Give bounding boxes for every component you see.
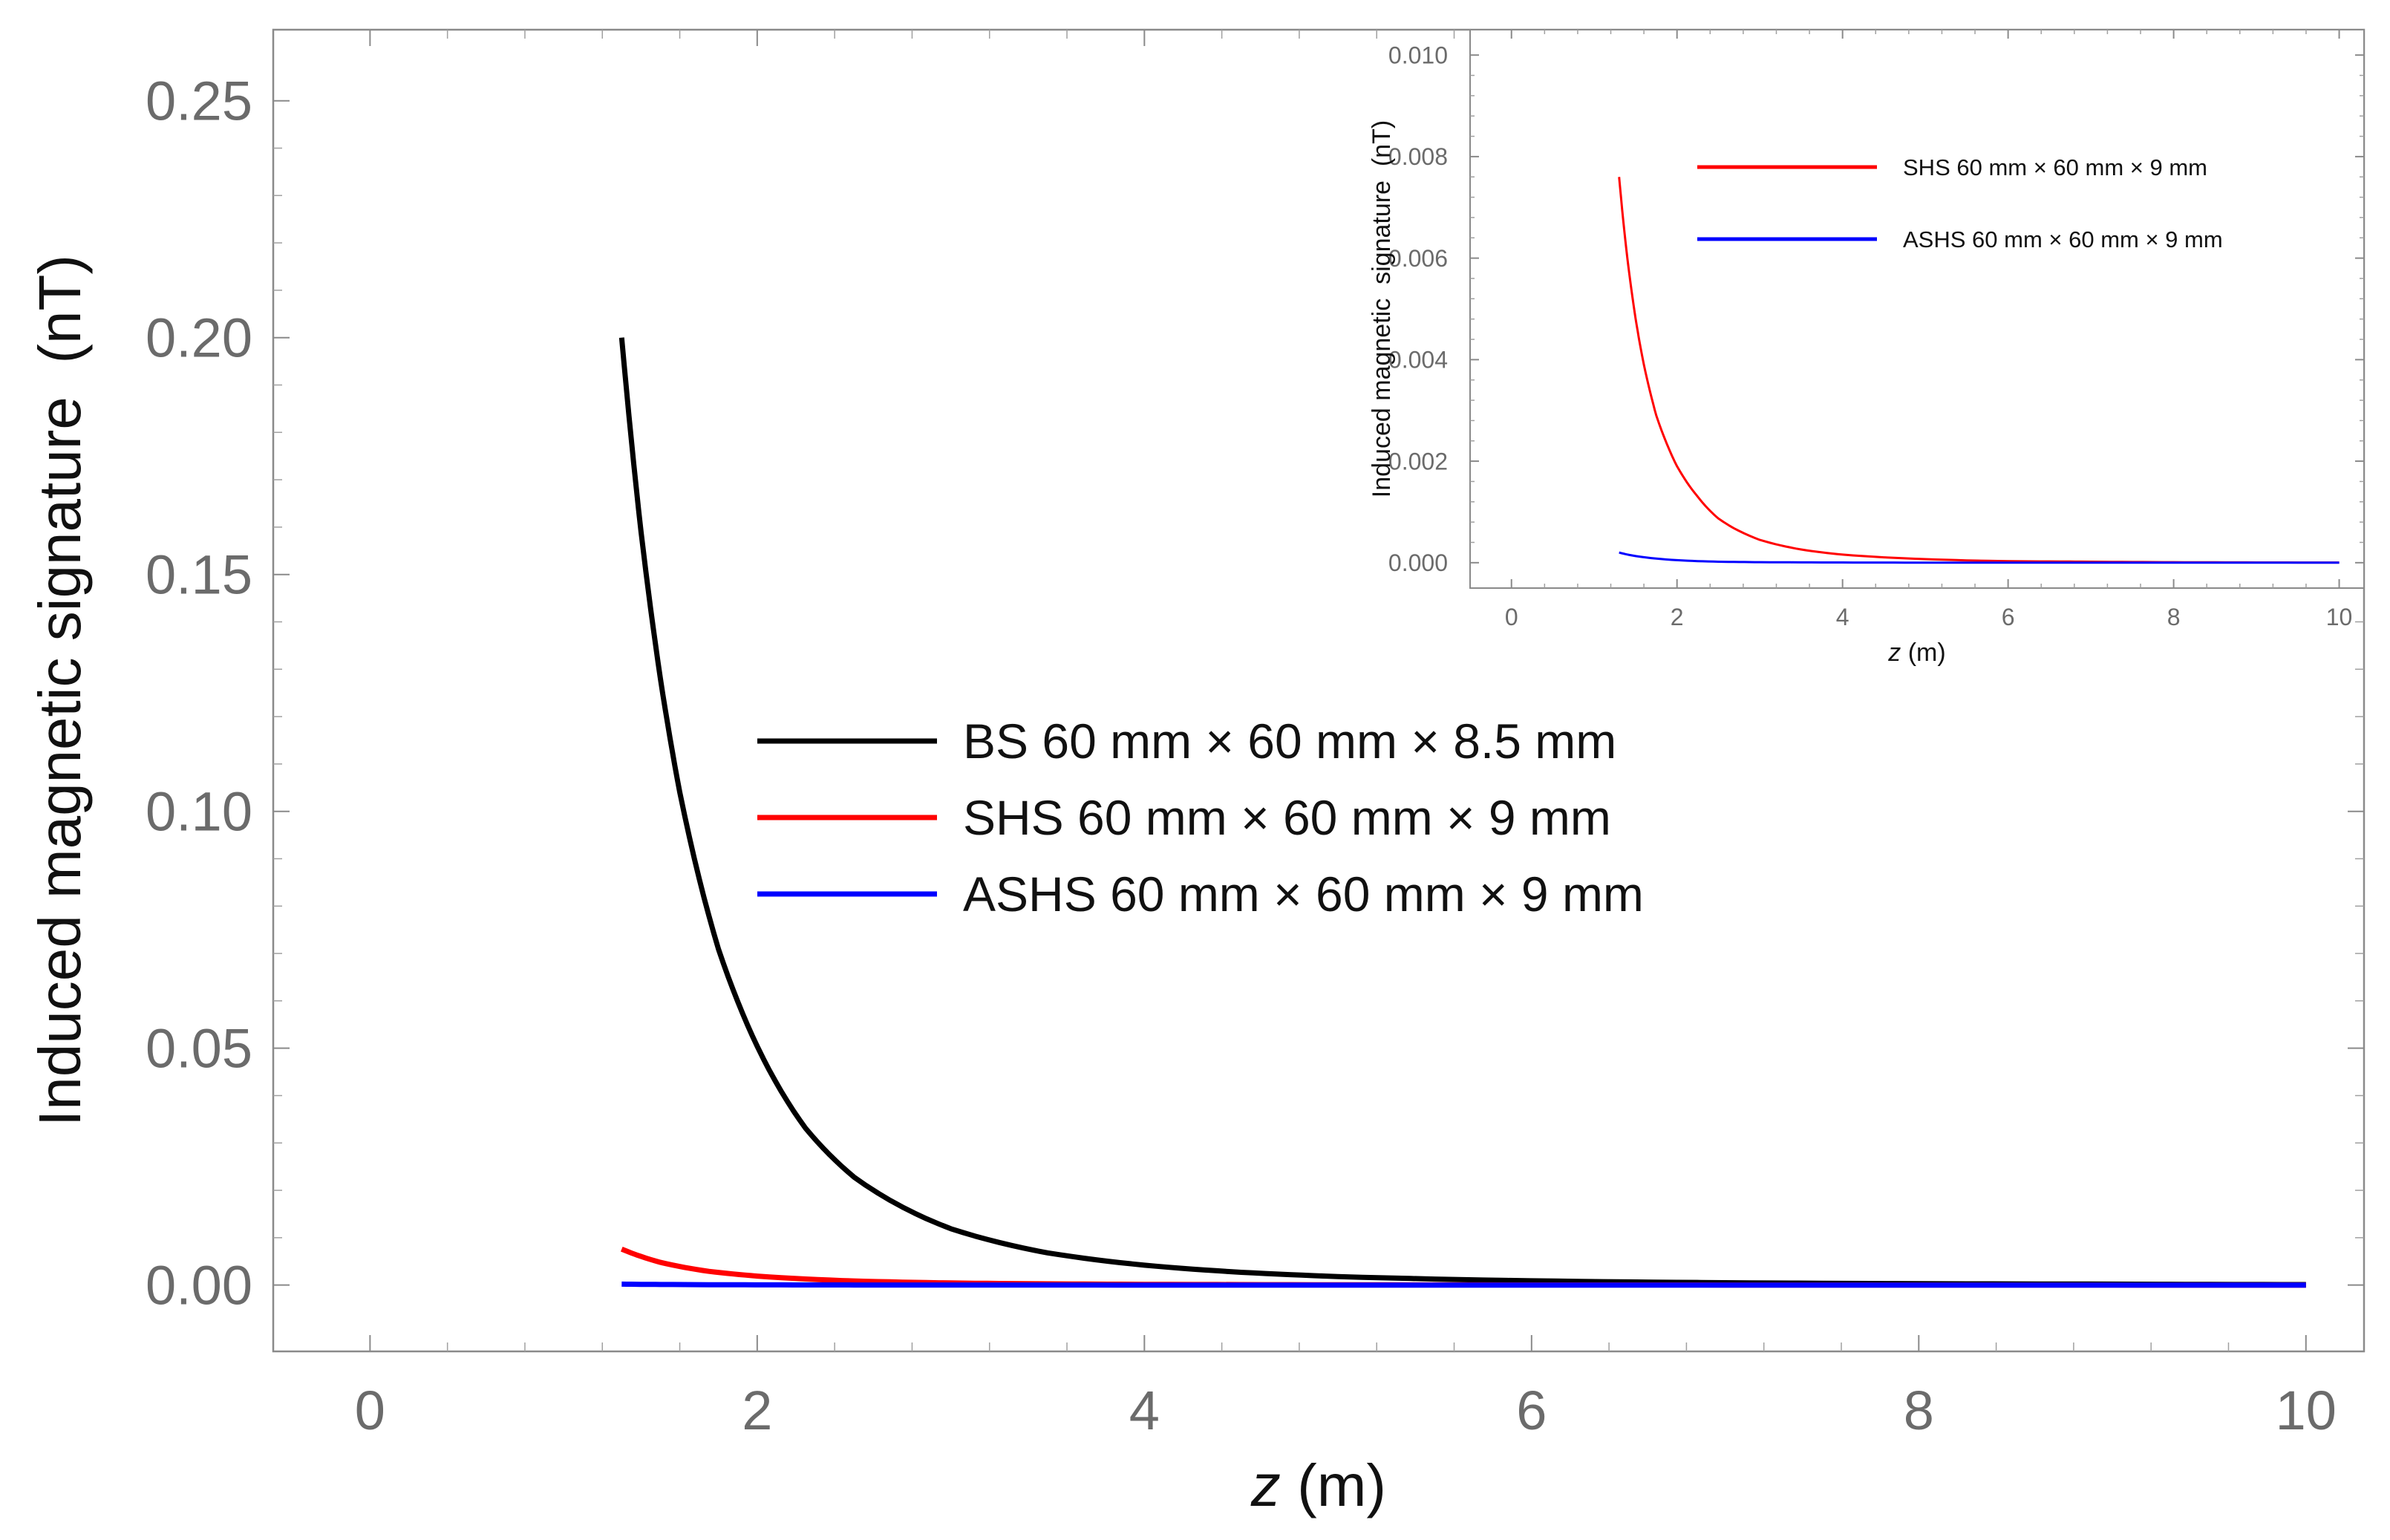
y-tick-label: 0.05 — [146, 1018, 252, 1080]
y-tick-label: 0.00 — [146, 1255, 252, 1316]
y-tick-label: 0.10 — [146, 781, 252, 843]
x-axis-unit: (m) — [1901, 639, 1945, 667]
inset-legend: SHS 60 mm × 60 mm × 9 mm ASHS 60 mm × 60 … — [1697, 154, 2223, 252]
main-x-axis-title: z (m) — [1250, 1452, 1386, 1518]
y-tick-label: 0.15 — [146, 544, 252, 606]
y-tick-label: 0.006 — [1388, 245, 1448, 272]
x-tick-label: 4 — [1836, 604, 1849, 630]
x-tick-label: 6 — [2002, 604, 2015, 630]
x-tick-label: 6 — [1516, 1380, 1547, 1441]
x-tick-label: 8 — [2167, 604, 2181, 630]
y-tick-label: 0.000 — [1388, 549, 1448, 576]
inset-y-axis-title: Induced magnetic signature (nT) — [1368, 120, 1396, 497]
main-series-line-2 — [621, 1281, 2306, 1288]
legend-label-0: SHS 60 mm × 60 mm × 9 mm — [1903, 154, 2207, 180]
y-tick-label: 0.004 — [1388, 347, 1448, 373]
x-tick-label: 2 — [1671, 604, 1684, 630]
x-axis-variable: z — [1250, 1452, 1281, 1518]
x-tick-label: 4 — [1129, 1380, 1160, 1441]
y-tick-label: 0.20 — [146, 307, 252, 369]
legend-label-2: ASHS 60 mm × 60 mm × 9 mm — [963, 867, 1644, 921]
x-axis-unit: (m) — [1281, 1452, 1386, 1518]
x-tick-label: 8 — [1904, 1380, 1934, 1441]
y-tick-label: 0.008 — [1388, 143, 1448, 170]
main-legend: BS 60 mm × 60 mm × 8.5 mm SHS 60 mm × 60 … — [757, 714, 1644, 921]
y-tick-label: 0.002 — [1388, 448, 1448, 474]
legend-label-0: BS 60 mm × 60 mm × 8.5 mm — [963, 714, 1616, 769]
y-tick-label: 0.010 — [1388, 42, 1448, 68]
x-tick-label: 2 — [742, 1380, 772, 1441]
x-tick-label: 0 — [1505, 604, 1518, 630]
legend-label-1: SHS 60 mm × 60 mm × 9 mm — [963, 790, 1611, 845]
x-tick-label: 0 — [355, 1380, 385, 1441]
x-tick-label: 10 — [2276, 1380, 2337, 1441]
y-tick-label: 0.25 — [146, 71, 252, 132]
inset-plot-frame — [1469, 29, 2365, 589]
inset-chart: 0 2 4 6 8 10 0.000 0.002 0.004 0.006 0.008 0.010 Ind… — [1368, 29, 2365, 667]
inset-series-line-1 — [1619, 551, 2340, 564]
main-y-axis-title: Induced magnetic signature (nT) — [27, 255, 93, 1126]
x-axis-variable: z — [1887, 639, 1901, 667]
inset-x-axis-title: z (m) — [1887, 639, 1945, 667]
x-tick-label: 10 — [2326, 604, 2353, 630]
legend-label-1: ASHS 60 mm × 60 mm × 9 mm — [1903, 226, 2223, 252]
